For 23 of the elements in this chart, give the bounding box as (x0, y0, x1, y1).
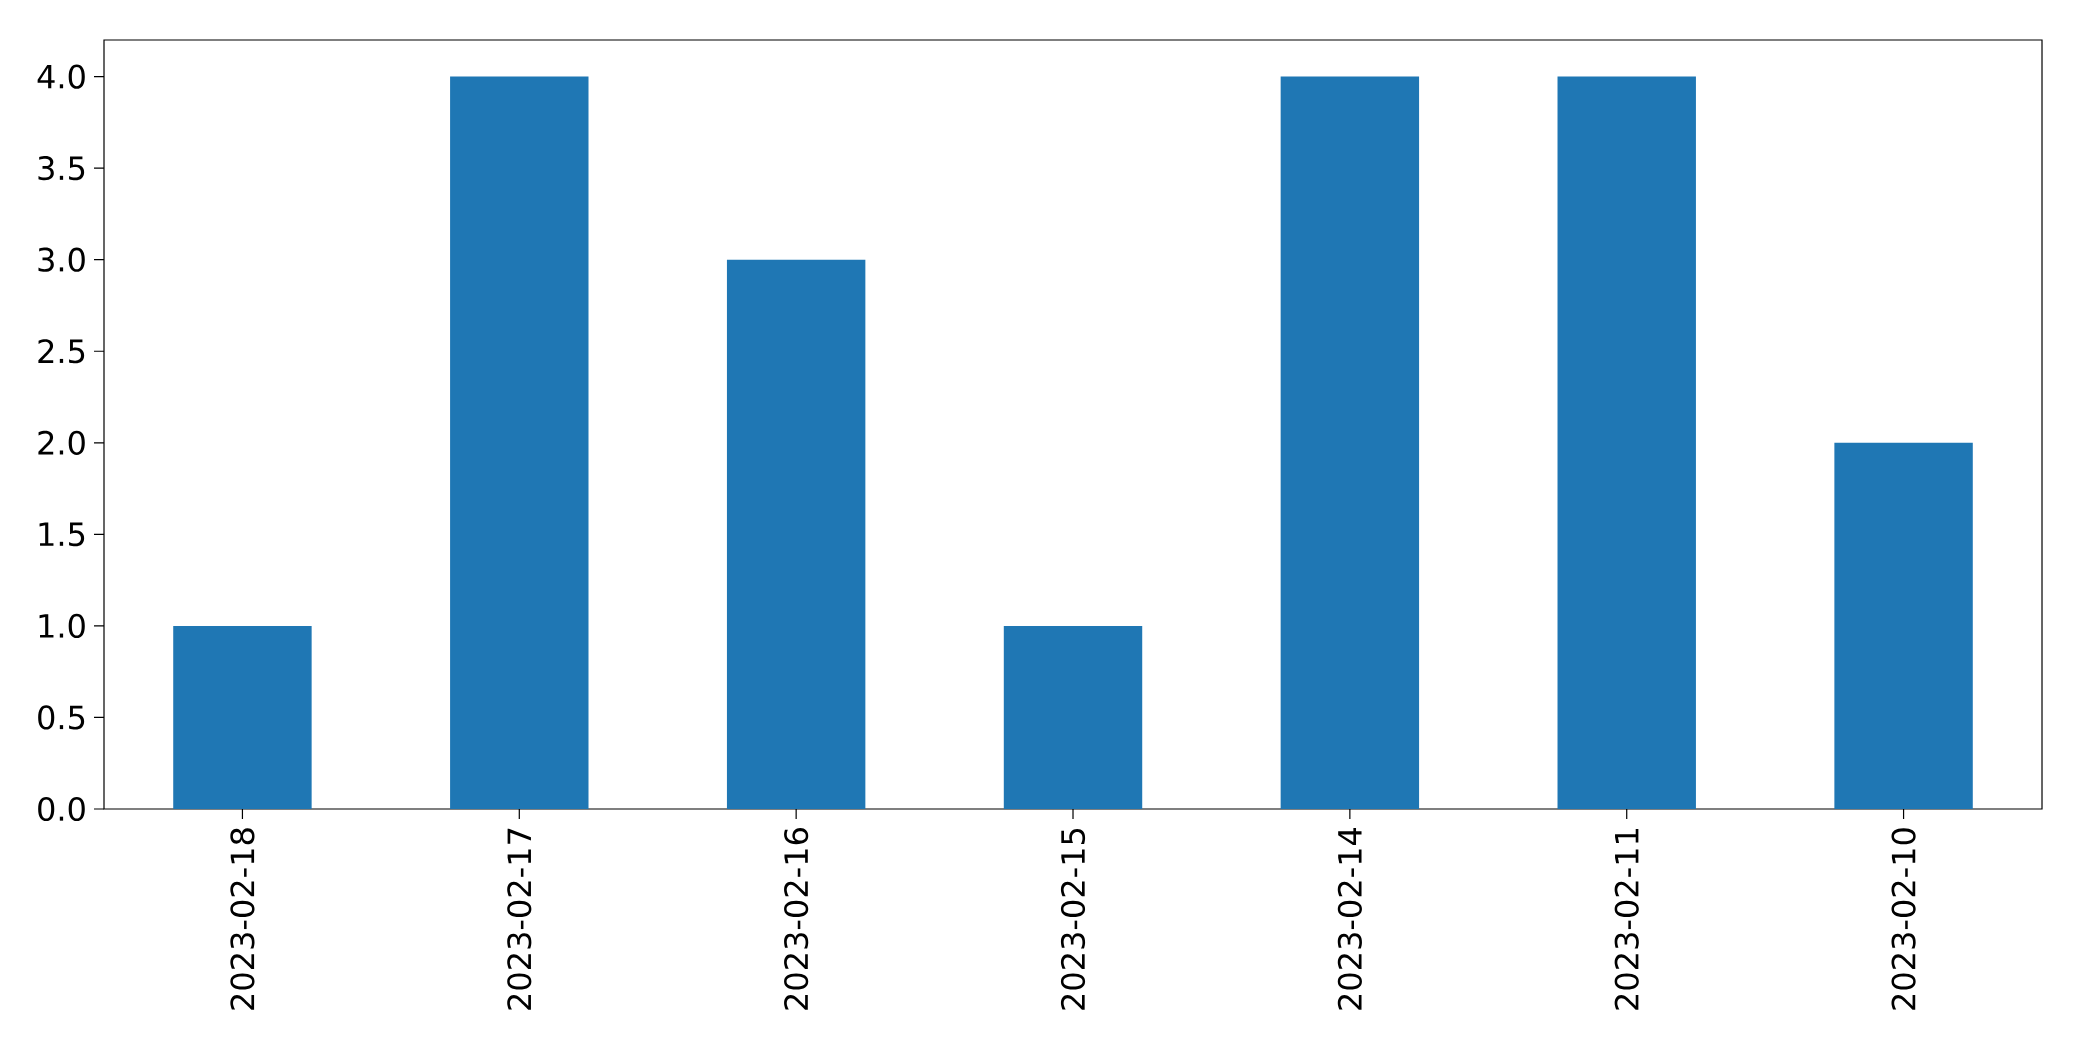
bar (1280, 76, 1420, 809)
y-tick-label: 0.5 (38, 705, 85, 730)
y-tick-label: 2.0 (38, 430, 85, 455)
y-tick-label: 2.5 (38, 339, 85, 364)
bar (726, 259, 866, 809)
y-tick-label: 1.5 (39, 522, 85, 547)
y-tick-label: 3.0 (38, 247, 85, 272)
bar (173, 625, 312, 809)
bar (1557, 76, 1696, 809)
y-tick-label: 4.0 (37, 64, 85, 89)
bar (1003, 625, 1143, 809)
x-tick-label: 2023-02-16 (784, 828, 809, 1010)
x-tick-label: 2023-02-18 (230, 828, 255, 1010)
bar (1834, 442, 1973, 809)
y-tick-label: 3.5 (38, 156, 85, 181)
x-tick-label: 2023-02-11 (1614, 829, 1639, 1010)
bar (450, 76, 589, 809)
x-tick-label: 2023-02-15 (1060, 828, 1086, 1010)
x-tick-label: 2023-02-14 (1337, 827, 1362, 1010)
x-tick-label: 2023-02-17 (507, 828, 532, 1010)
y-tick-label: 0.0 (38, 796, 85, 822)
x-tick-label: 2023-02-10 (1891, 828, 1916, 1010)
y-tick-label: 1.0 (39, 613, 85, 638)
